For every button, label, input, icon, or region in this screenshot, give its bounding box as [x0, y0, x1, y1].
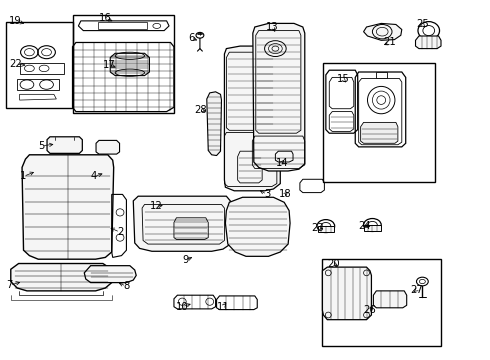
Text: 26: 26 [364, 305, 376, 315]
Text: 23: 23 [311, 222, 324, 233]
Text: 1: 1 [20, 171, 27, 181]
Polygon shape [364, 225, 381, 231]
Polygon shape [373, 291, 407, 308]
Polygon shape [84, 266, 136, 283]
Text: 3: 3 [264, 189, 270, 199]
Text: 18: 18 [279, 189, 292, 199]
Polygon shape [225, 197, 290, 256]
Text: 16: 16 [99, 13, 112, 23]
Text: 22: 22 [9, 59, 22, 69]
Polygon shape [318, 226, 334, 232]
Text: 11: 11 [217, 302, 229, 312]
Text: 25: 25 [416, 19, 429, 30]
Bar [322, 259, 441, 346]
Polygon shape [224, 46, 280, 191]
Text: 19: 19 [9, 16, 22, 26]
Text: 20: 20 [327, 258, 340, 269]
Text: 17: 17 [102, 60, 115, 70]
Text: 10: 10 [176, 302, 189, 312]
Text: 9: 9 [182, 255, 189, 265]
Text: 7: 7 [6, 280, 13, 290]
Polygon shape [22, 155, 114, 259]
Bar [73, 15, 174, 113]
Text: 5: 5 [38, 141, 45, 151]
Polygon shape [133, 196, 231, 251]
Text: 21: 21 [383, 37, 396, 48]
Polygon shape [253, 23, 305, 171]
Text: 4: 4 [91, 171, 97, 181]
Polygon shape [47, 137, 82, 153]
Polygon shape [207, 92, 221, 156]
Text: 13: 13 [266, 22, 278, 32]
Polygon shape [361, 122, 398, 143]
Polygon shape [416, 36, 441, 49]
Bar [323, 63, 435, 182]
Polygon shape [174, 218, 208, 239]
Text: 8: 8 [123, 281, 129, 291]
Text: 14: 14 [275, 158, 288, 168]
Text: 6: 6 [188, 33, 195, 43]
Polygon shape [376, 72, 387, 78]
Polygon shape [364, 23, 402, 40]
Text: 15: 15 [337, 74, 349, 84]
Text: 12: 12 [149, 201, 162, 211]
Text: 24: 24 [359, 221, 371, 231]
Polygon shape [110, 53, 149, 76]
Text: 27: 27 [410, 285, 423, 295]
Polygon shape [11, 264, 112, 291]
Bar [98, 22, 147, 29]
Polygon shape [96, 140, 120, 154]
Text: 2: 2 [117, 227, 123, 237]
Polygon shape [322, 267, 371, 320]
Bar [6, 22, 73, 108]
Text: 28: 28 [195, 105, 207, 115]
